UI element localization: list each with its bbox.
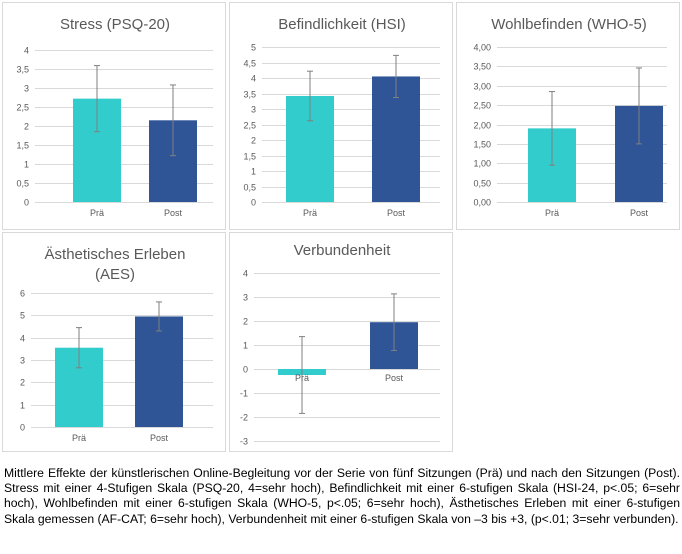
- chart-title-line: Befindlichkeit (HSI): [278, 16, 406, 33]
- y-tick-label: 0: [20, 423, 25, 433]
- y-tick-label: 3: [24, 84, 29, 94]
- y-tick-label: -2: [240, 413, 248, 423]
- chart-panel-verbundenheit: Verbundenheit -3 -2 -1 0 1 2 3 4 Prä Post: [229, 232, 453, 452]
- y-tick-label: 3,00: [473, 82, 491, 92]
- y-tick-label: 2,50: [473, 101, 491, 111]
- y-tick-label: 0,5: [16, 179, 29, 189]
- chart-svg-wohlbefinden: Wohlbefinden (WHO-5) 0,00 0,50 1,00 1,50 2,00…: [473, 16, 667, 218]
- y-tick-label: 0,00: [473, 198, 491, 208]
- chart-svg-stress: Stress (PSQ-20) 0 0,5 1 1,5 2 2,5 3 3,5 4 Prä Post: [16, 16, 213, 218]
- chart-title-line: (AES): [95, 266, 135, 283]
- y-tick-label: 3,50: [473, 62, 491, 72]
- y-tick-label: 2,5: [243, 121, 256, 131]
- y-tick-label: -3: [240, 437, 248, 447]
- x-category-label: Prä: [303, 208, 317, 218]
- x-category-label: Post: [150, 433, 169, 443]
- y-tick-label: 2: [24, 122, 29, 132]
- chart-svg-aesthetisches-erleben: Ästhetisches Erleben (AES) 0 1 2 3 4 5 6 Prä Post: [20, 246, 213, 443]
- chart-title-line: Stress (PSQ-20): [60, 16, 170, 33]
- y-tick-label: 1,5: [16, 141, 29, 151]
- chart-svg-verbundenheit: Verbundenheit -3 -2 -1 0 1 2 3 4 Prä Post: [240, 242, 440, 447]
- figure-caption: Mittlere Effekte der künstlerischen Onli…: [4, 466, 680, 526]
- chart-panel-wohlbefinden: Wohlbefinden (WHO-5) 0,00 0,50 1,00 1,50 2,00…: [456, 2, 680, 230]
- bar-post: [135, 316, 183, 427]
- y-tick-label: 3,5: [243, 90, 256, 100]
- x-category-label: Prä: [295, 373, 309, 383]
- y-tick-label: 2: [20, 378, 25, 388]
- chart-panel-stress: Stress (PSQ-20) 0 0,5 1 1,5 2 2,5 3 3,5 4 Prä Post: [2, 2, 226, 230]
- y-tick-label: 0,5: [243, 183, 256, 193]
- y-tick-label: 0,50: [473, 179, 491, 189]
- x-category-label: Prä: [72, 433, 86, 443]
- y-tick-label: 2: [243, 317, 248, 327]
- y-tick-label: 0: [251, 198, 256, 208]
- chart-svg-befindlichkeit: Befindlichkeit (HSI) 0 0,5 1 1,5 2 2,5 3 3,5 4 4,5…: [243, 16, 440, 218]
- chart-title-line: Wohlbefinden (WHO-5): [491, 16, 647, 33]
- y-tick-label: -1: [240, 389, 248, 399]
- y-tick-label: 6: [20, 289, 25, 299]
- y-tick-label: 1: [20, 401, 25, 411]
- x-category-label: Post: [630, 208, 649, 218]
- y-tick-label: 4,00: [473, 43, 491, 53]
- y-tick-label: 2: [251, 136, 256, 146]
- y-tick-label: 0: [24, 198, 29, 208]
- y-tick-label: 3: [251, 105, 256, 115]
- y-tick-label: 3: [243, 293, 248, 303]
- y-tick-label: 4: [251, 74, 256, 84]
- chart-panel-aesthetisches-erleben: Ästhetisches Erleben (AES) 0 1 2 3 4 5 6 Prä Post: [2, 232, 226, 452]
- y-tick-label: 4: [20, 334, 25, 344]
- x-category-label: Post: [385, 373, 404, 383]
- chart-title-line: Ästhetisches Erleben: [45, 246, 186, 263]
- x-category-label: Post: [387, 208, 406, 218]
- y-tick-label: 5: [251, 43, 256, 53]
- y-tick-label: 1: [243, 341, 248, 351]
- y-tick-label: 1,00: [473, 159, 491, 169]
- y-tick-label: 4: [24, 46, 29, 56]
- y-tick-label: 1,5: [243, 152, 256, 162]
- y-tick-label: 1: [251, 167, 256, 177]
- y-tick-label: 4: [243, 269, 248, 279]
- y-tick-label: 3: [20, 356, 25, 366]
- x-category-label: Prä: [90, 208, 104, 218]
- y-tick-label: 3,5: [16, 65, 29, 75]
- x-category-label: Prä: [545, 208, 559, 218]
- y-tick-label: 1: [24, 160, 29, 170]
- y-tick-label: 0: [243, 365, 248, 375]
- chart-panel-befindlichkeit: Befindlichkeit (HSI) 0 0,5 1 1,5 2 2,5 3 3,5 4 4,5…: [229, 2, 453, 230]
- y-tick-label: 2,00: [473, 121, 491, 131]
- x-category-label: Post: [164, 208, 183, 218]
- chart-title-line: Verbundenheit: [294, 242, 392, 259]
- y-tick-label: 2,5: [16, 103, 29, 113]
- y-tick-label: 4,5: [243, 59, 256, 69]
- y-tick-label: 5: [20, 311, 25, 321]
- y-tick-label: 1,50: [473, 140, 491, 150]
